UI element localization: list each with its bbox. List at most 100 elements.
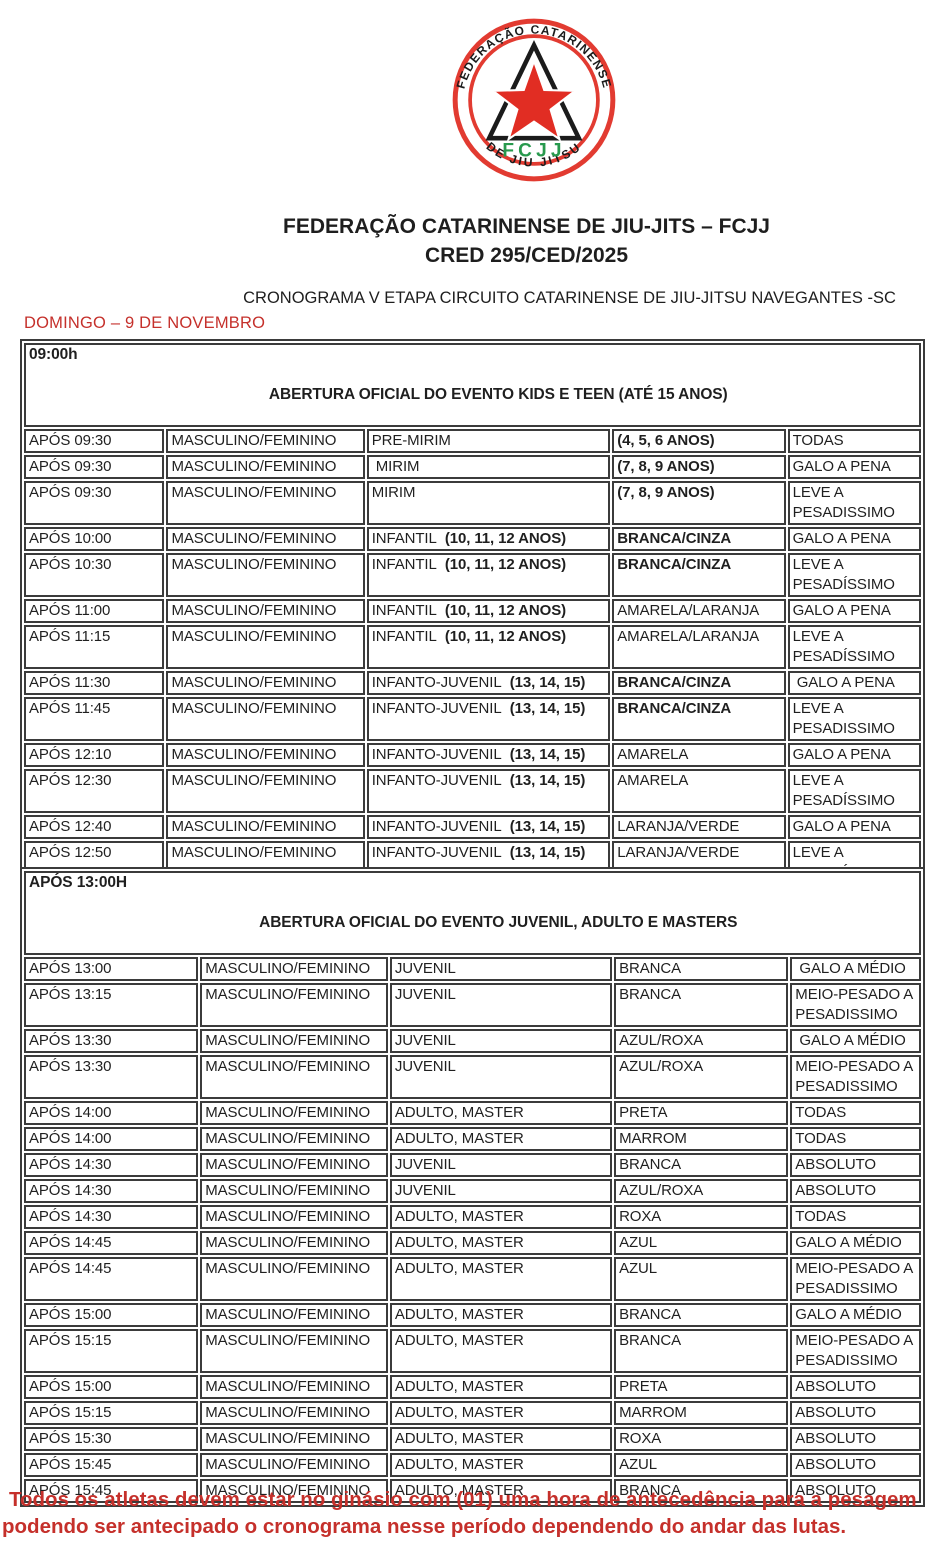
weight-cell: LEVE A PESADISSIMO: [787, 697, 921, 741]
belt-cell: AMARELA/LARANJA: [612, 625, 786, 669]
weight-cell: LEVE A PESADÍSSIMO: [787, 769, 921, 813]
gender-cell: MASCULINO/FEMININO: [166, 743, 365, 767]
category-cell: JUVENIL: [389, 1029, 613, 1053]
belt-cell: AMARELA: [612, 743, 786, 767]
weight-cell: ABSOLUTO: [790, 1153, 921, 1177]
notice-line-1: Todos os atletas devem estar no ginásio …: [9, 1488, 917, 1511]
belt-cell: PRETA: [614, 1101, 789, 1125]
gender-cell: MASCULINO/FEMININO: [166, 599, 365, 623]
time-cell: APÓS 11:30: [24, 671, 165, 695]
belt-cell: AZUL: [614, 1257, 789, 1301]
schedule-row: APÓS 12:10 MASCULINO/FEMININO INFANTO-JU…: [24, 743, 921, 767]
event-subtitle: CRONOGRAMA V ETAPA CIRCUITO CATARINENSE …: [243, 289, 896, 307]
weight-cell: GALO A PENA: [787, 455, 921, 479]
time-cell: APÓS 14:30: [24, 1153, 199, 1177]
gender-cell: MASCULINO/FEMININO: [166, 481, 365, 525]
belt-cell: AZUL: [614, 1453, 789, 1477]
weigh-in-notice: Todos os atletas devem estar no ginásio …: [0, 1486, 949, 1540]
weight-cell: GALO A MÉDIO: [790, 1231, 921, 1255]
belt-cell: MARROM: [614, 1401, 789, 1425]
time-cell: APÓS 10:00: [24, 527, 165, 551]
table1-header-time: 09:00h: [29, 346, 78, 363]
weight-cell: ABSOLUTO: [790, 1401, 921, 1425]
belt-cell: (7, 8, 9 ANOS): [612, 481, 786, 525]
schedule-row: APÓS 15:15 MASCULINO/FEMININO ADULTO, MA…: [24, 1401, 921, 1425]
time-cell: APÓS 13:30: [24, 1055, 199, 1099]
category-cell: JUVENIL: [389, 1179, 613, 1203]
weight-cell: ABSOLUTO: [790, 1427, 921, 1451]
category-cell: ADULTO, MASTER: [389, 1101, 613, 1125]
weight-cell: LEVE A PESADÍSSIMO: [787, 553, 921, 597]
schedule-row: APÓS 14:45 MASCULINO/FEMININO ADULTO, MA…: [24, 1257, 921, 1301]
table-header-row: APÓS 13:00H ABERTURA OFICIAL DO EVENTO J…: [24, 871, 921, 955]
category-cell: JUVENIL: [389, 957, 613, 981]
belt-cell: AZUL/ROXA: [614, 1029, 789, 1053]
gender-cell: MASCULINO/FEMININO: [200, 1479, 388, 1503]
gender-cell: MASCULINO/FEMININO: [166, 697, 365, 741]
gender-cell: MASCULINO/FEMININO: [200, 983, 388, 1027]
schedule-row: APÓS 09:30 MASCULINO/FEMININO PRE-MIRIM …: [24, 429, 921, 453]
category-cell: ADULTO, MASTER: [389, 1329, 613, 1373]
weight-cell: TODAS: [790, 1205, 921, 1229]
weight-cell: MEIO-PESADO A PESADISSIMO: [790, 983, 921, 1027]
belt-cell: AZUL: [614, 1231, 789, 1255]
category-cell: JUVENIL: [389, 1055, 613, 1099]
time-cell: APÓS 14:30: [24, 1179, 199, 1203]
time-cell: APÓS 13:15: [24, 983, 199, 1027]
time-cell: APÓS 15:15: [24, 1401, 199, 1425]
time-cell: APÓS 14:00: [24, 1101, 199, 1125]
table2-body: APÓS 13:00 MASCULINO/FEMININO JUVENIL BR…: [24, 957, 921, 1503]
belt-cell: BRANCA: [614, 1479, 789, 1503]
schedule-row: APÓS 15:00 MASCULINO/FEMININO ADULTO, MA…: [24, 1375, 921, 1399]
logo-acronym: FCJJ: [502, 140, 565, 161]
schedule-row: APÓS 10:30 MASCULINO/FEMININO INFANTIL (…: [24, 553, 921, 597]
weight-cell: MEIO-PESADO A PESADISSIMO: [790, 1329, 921, 1373]
category-cell: INFANTIL (10, 11, 12 ANOS): [366, 527, 611, 551]
category-cell: ADULTO, MASTER: [389, 1375, 613, 1399]
belt-cell: BRANCA: [614, 983, 789, 1027]
fcjj-logo-badge-icon: FEDERAÇÃO CATARINENSE DE JIU JITSU FCJJ: [452, 18, 616, 182]
weight-cell: GALO A PENA: [787, 527, 921, 551]
gender-cell: MASCULINO/FEMININO: [166, 625, 365, 669]
gender-cell: MASCULINO/FEMININO: [200, 1205, 388, 1229]
time-cell: APÓS 09:30: [24, 429, 165, 453]
time-cell: APÓS 15:00: [24, 1303, 199, 1327]
gender-cell: MASCULINO/FEMININO: [166, 553, 365, 597]
credential-line: CRED 295/CED/2025: [424, 244, 629, 267]
schedule-row: APÓS 09:30 MASCULINO/FEMININO MIRIM (7, …: [24, 481, 921, 525]
belt-cell: BRANCA/CINZA: [612, 697, 786, 741]
gender-cell: MASCULINO/FEMININO: [200, 1179, 388, 1203]
schedule-row: APÓS 15:00 MASCULINO/FEMININO ADULTO, MA…: [24, 1303, 921, 1327]
table1-body: APÓS 09:30 MASCULINO/FEMININO PRE-MIRIM …: [24, 429, 921, 891]
weight-cell: TODAS: [790, 1101, 921, 1125]
weight-cell: ABSOLUTO: [790, 1453, 921, 1477]
table2-header-cell: APÓS 13:00H ABERTURA OFICIAL DO EVENTO J…: [24, 871, 921, 955]
schedule-row: APÓS 14:00 MASCULINO/FEMININO ADULTO, MA…: [24, 1127, 921, 1151]
gender-cell: MASCULINO/FEMININO: [200, 1127, 388, 1151]
belt-cell: BRANCA/CINZA: [612, 671, 786, 695]
weight-cell: GALO A PENA: [787, 743, 921, 767]
category-cell: INFANTO-JUVENIL (13, 14, 15): [366, 815, 611, 839]
schedule-row: APÓS 14:30 MASCULINO/FEMININO JUVENIL BR…: [24, 1153, 921, 1177]
category-cell: ADULTO, MASTER: [389, 1427, 613, 1451]
weight-cell: GALO A MÉDIO: [790, 1029, 921, 1053]
category-cell: ADULTO, MASTER: [389, 1479, 613, 1503]
time-cell: APÓS 15:45: [24, 1479, 199, 1503]
category-cell: JUVENIL: [389, 983, 613, 1027]
belt-cell: (7, 8, 9 ANOS): [612, 455, 786, 479]
belt-cell: BRANCA: [614, 957, 789, 981]
schedule-row: APÓS 14:45 MASCULINO/FEMININO ADULTO, MA…: [24, 1231, 921, 1255]
weight-cell: LEVE A PESADÍSSIMO: [787, 625, 921, 669]
category-cell: ADULTO, MASTER: [389, 1127, 613, 1151]
gender-cell: MASCULINO/FEMININO: [200, 1101, 388, 1125]
schedule-row: APÓS 11:00 MASCULINO/FEMININO INFANTIL (…: [24, 599, 921, 623]
weight-cell: TODAS: [787, 429, 921, 453]
category-cell: ADULTO, MASTER: [389, 1453, 613, 1477]
belt-cell: MARROM: [614, 1127, 789, 1151]
weight-cell: GALO A PENA: [787, 599, 921, 623]
schedule-row: APÓS 15:15 MASCULINO/FEMININO ADULTO, MA…: [24, 1329, 921, 1373]
schedule-row: APÓS 13:00 MASCULINO/FEMININO JUVENIL BR…: [24, 957, 921, 981]
category-cell: MIRIM: [366, 455, 611, 479]
belt-cell: AZUL/ROXA: [614, 1055, 789, 1099]
weight-cell: GALO A PENA: [787, 815, 921, 839]
